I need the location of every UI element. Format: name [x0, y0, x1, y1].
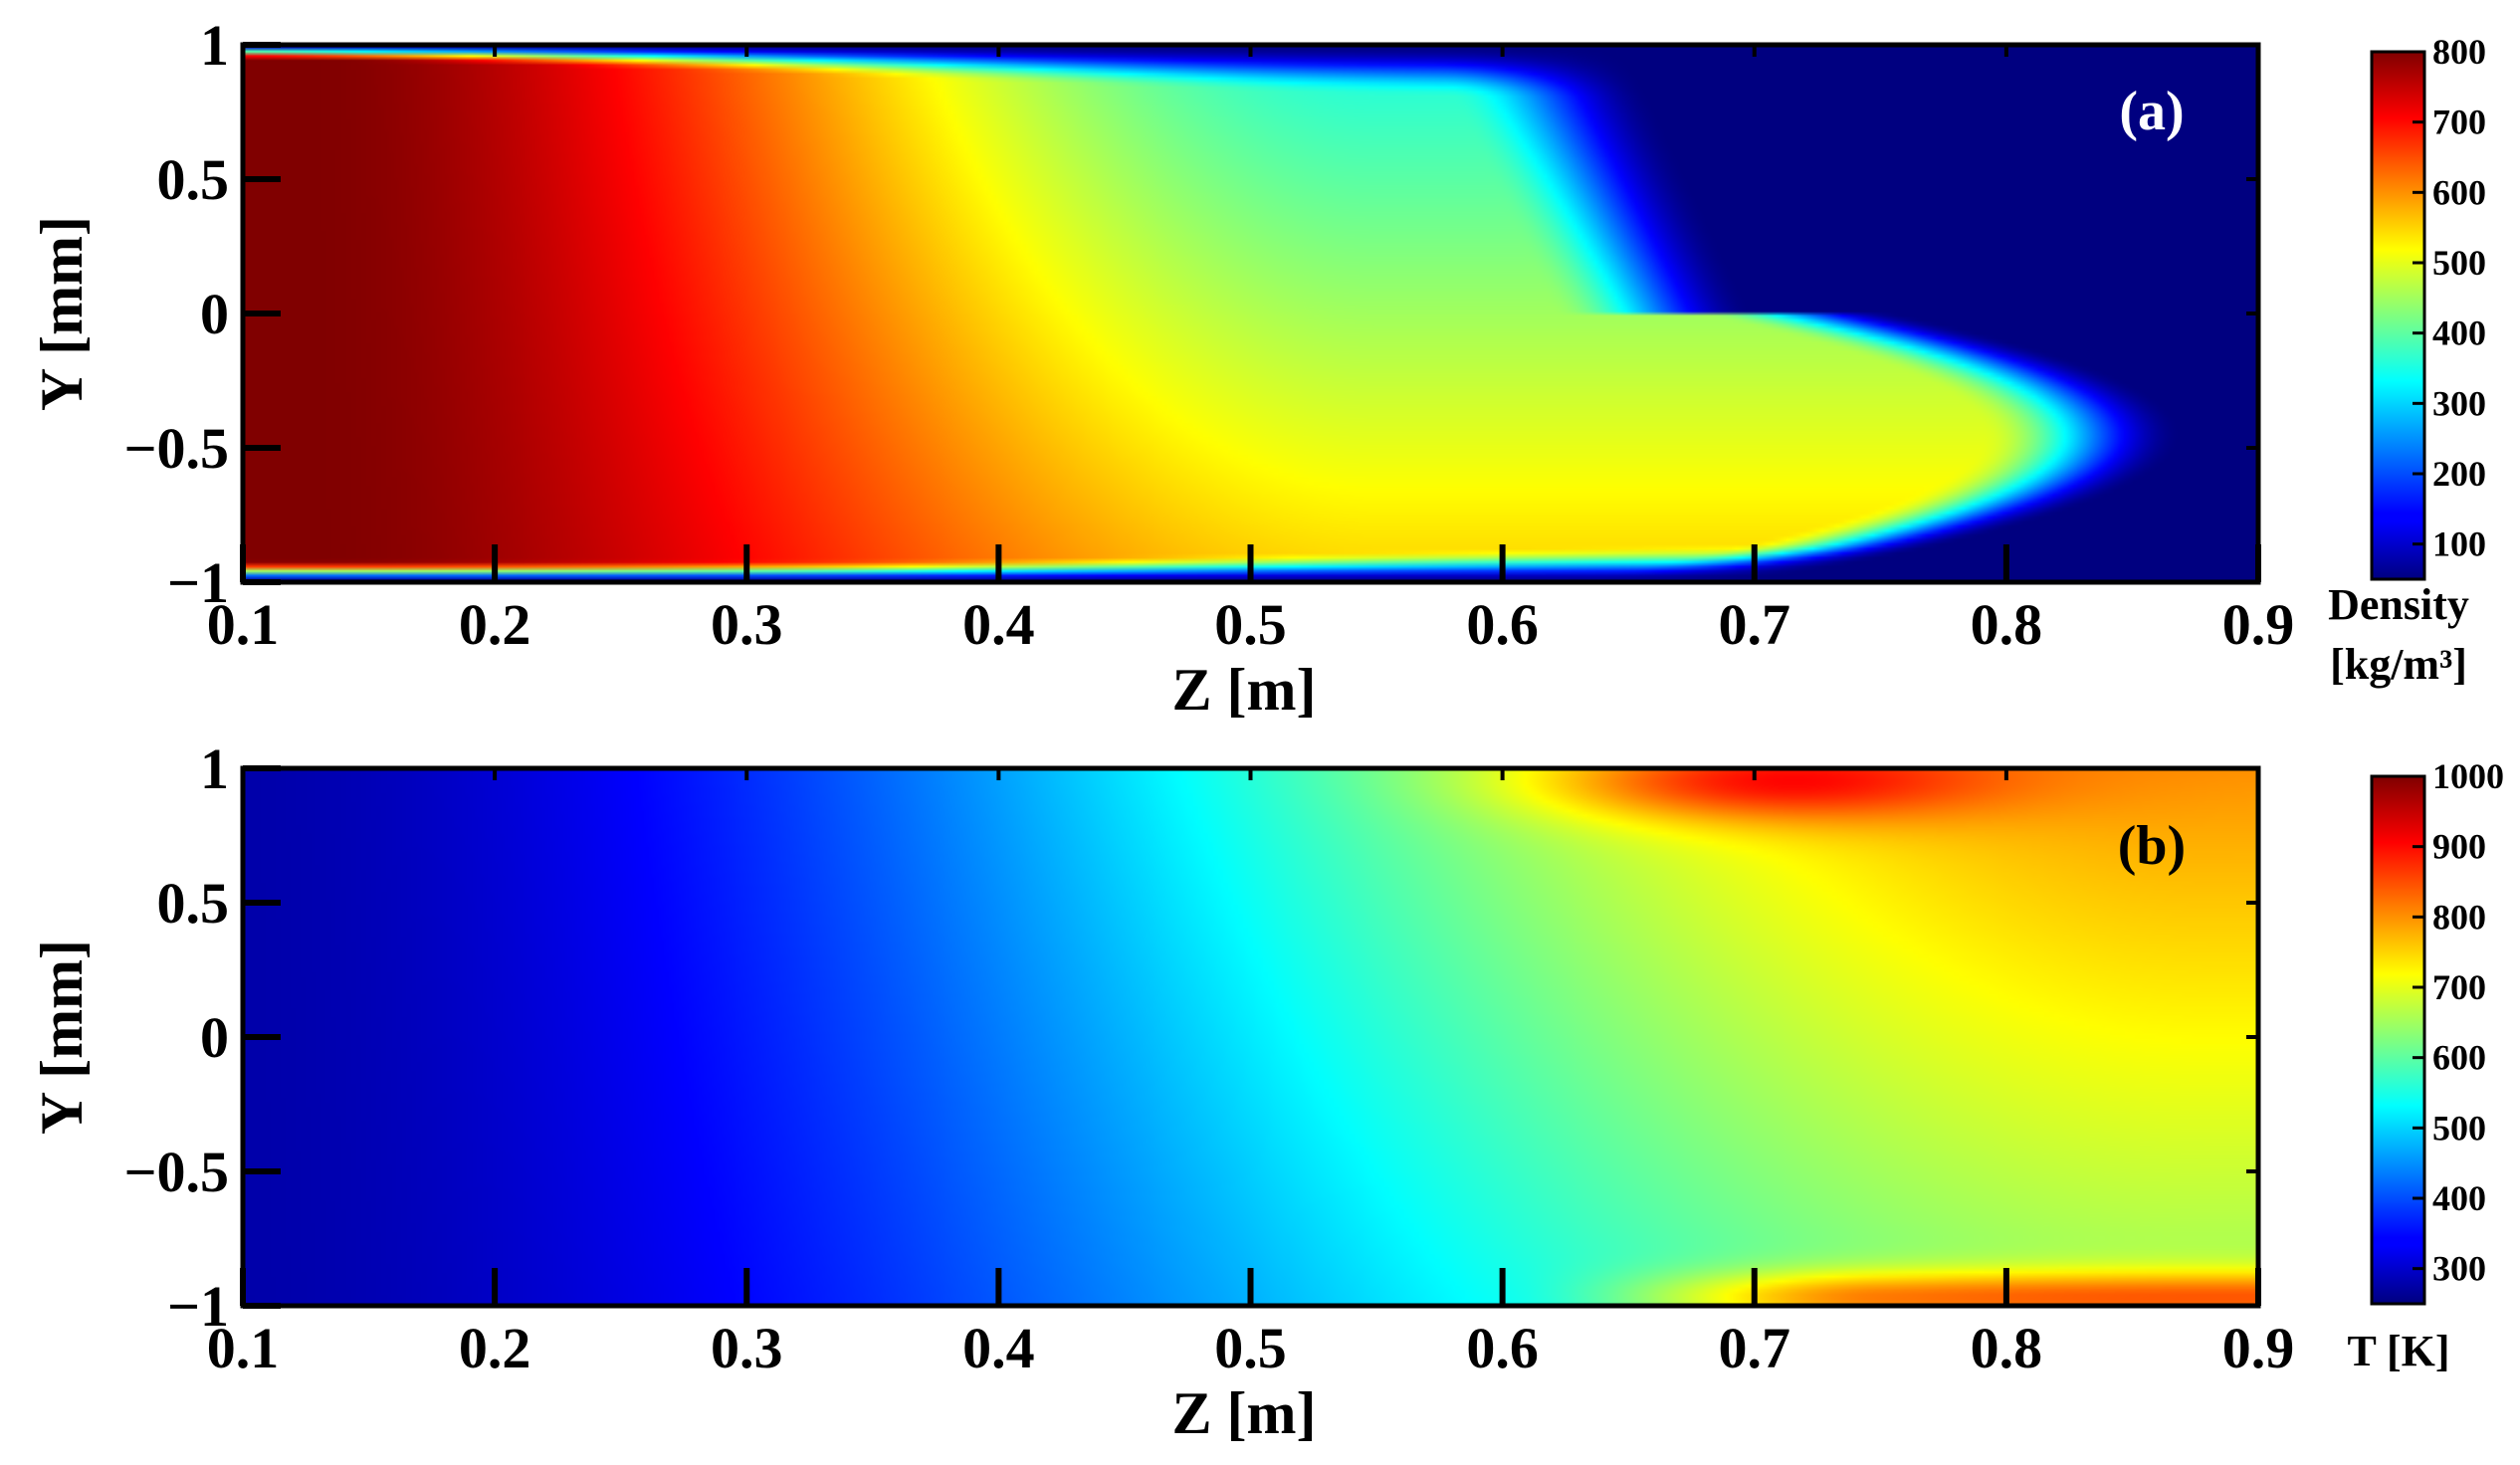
panel-label-a: (a) — [2119, 81, 2184, 142]
colorbar-tick-label-b: 300 — [2432, 1249, 2486, 1289]
x-tick-label-b: 0.6 — [1466, 1316, 1539, 1380]
panel-a: 0.1 0.2 0.3 0.4 0.5 0.6 0.7 0.8 0.9 1 0.5 0 −0.5 −1 (… — [29, 13, 2486, 723]
x-tick-label-b: 0.3 — [711, 1316, 783, 1380]
colorbar-tick-label-a: 700 — [2432, 103, 2486, 142]
x-tick-label-b: 0.9 — [2222, 1316, 2295, 1380]
x-tick-label-a: 0.9 — [2222, 592, 2295, 657]
x-tick-label-a: 0.2 — [459, 592, 531, 657]
colorbar-tick-label-b: 1000 — [2432, 756, 2504, 796]
x-tick-label-b: 0.7 — [1719, 1316, 1791, 1380]
y-axis-title-a: Y [mm] — [29, 216, 95, 411]
x-tick-label-a: 0.5 — [1214, 592, 1287, 657]
colorbar-tick-label-a: 800 — [2432, 32, 2486, 72]
colorbar-ticks-b: 1000 900 800 700 600 500 400 300 — [2413, 756, 2504, 1289]
colorbar-tick-label-b: 900 — [2432, 827, 2486, 867]
x-tick-label-a: 0.6 — [1466, 592, 1539, 657]
y-tick-label-b: 1 — [200, 736, 229, 801]
colorbar-tick-label-b: 600 — [2432, 1038, 2486, 1078]
colorbar-title-a-line1: Density — [2328, 580, 2469, 629]
x-axis-title-a: Z [m] — [1172, 657, 1317, 723]
colorbar-tick-label-b: 500 — [2432, 1108, 2486, 1148]
y-tick-label-b: −0.5 — [123, 1140, 229, 1204]
x-tick-label-a: 0.7 — [1719, 592, 1791, 657]
x-tick-label-b: 0.2 — [459, 1316, 531, 1380]
y-tick-label-b: 0 — [200, 1005, 229, 1070]
x-tick-label-a: 0.3 — [711, 592, 783, 657]
colorbar-tick-label-a: 100 — [2432, 524, 2486, 564]
y-tick-label-a: −1 — [167, 550, 229, 615]
y-axis-title-b: Y [mm] — [29, 940, 95, 1135]
colorbar-a — [2370, 50, 2426, 581]
x-tick-label-a: 0.4 — [962, 592, 1035, 657]
ticks-a: 0.1 0.2 0.3 0.4 0.5 0.6 0.7 0.8 0.9 1 0.5 0 −0.5 −1 — [123, 13, 2294, 657]
colorbar-tick-label-b: 400 — [2432, 1178, 2486, 1218]
colorbar-tick-label-a: 300 — [2432, 383, 2486, 423]
panel-b: 0.1 0.2 0.3 0.4 0.5 0.6 0.7 0.8 0.9 1 0.5 0 −0.5 −1 (… — [29, 736, 2504, 1446]
colorbar-tick-label-a: 500 — [2432, 243, 2486, 283]
x-tick-label-a: 0.1 — [207, 592, 280, 657]
y-tick-label-a: −0.5 — [123, 416, 229, 481]
y-tick-label-a: 0 — [200, 282, 229, 346]
colorbar-tick-label-b: 700 — [2432, 967, 2486, 1007]
x-tick-label-b: 0.8 — [1971, 1316, 2043, 1380]
panel-label-b: (b) — [2118, 815, 2186, 877]
ticks-b: 0.1 0.2 0.3 0.4 0.5 0.6 0.7 0.8 0.9 1 0.5 0 −0.5 −1 — [123, 736, 2294, 1380]
density-heatmap — [243, 45, 2258, 582]
colorbar-title-a-line2: [kg/m³] — [2330, 640, 2467, 689]
y-tick-label-b: −1 — [167, 1274, 229, 1339]
colorbar-tick-label-a: 200 — [2432, 454, 2486, 494]
colorbar-title-b: T [K] — [2347, 1327, 2449, 1375]
x-tick-label-b: 0.5 — [1214, 1316, 1287, 1380]
temperature-heatmap — [243, 768, 2258, 1306]
y-tick-label-b: 0.5 — [157, 871, 230, 936]
x-tick-label-b: 0.1 — [207, 1316, 280, 1380]
colorbar-tick-label-b: 800 — [2432, 897, 2486, 937]
colorbar-ticks-a: 800 700 600 500 400 300 200 100 — [2413, 32, 2486, 564]
x-tick-label-b: 0.4 — [962, 1316, 1035, 1380]
y-tick-label-a: 1 — [200, 13, 229, 78]
x-tick-label-a: 0.8 — [1971, 592, 2043, 657]
colorbar-b — [2370, 774, 2426, 1306]
colorbar-tick-label-a: 400 — [2432, 314, 2486, 353]
x-axis-title-b: Z [m] — [1172, 1380, 1317, 1446]
colorbar-tick-label-a: 600 — [2432, 172, 2486, 212]
y-tick-label-a: 0.5 — [157, 147, 230, 212]
